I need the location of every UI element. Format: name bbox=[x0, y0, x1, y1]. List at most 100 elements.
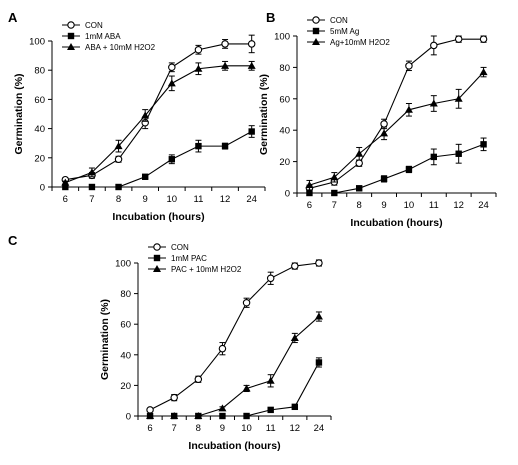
data-point bbox=[267, 406, 274, 414]
panel-label: B bbox=[266, 10, 275, 25]
data-point bbox=[170, 412, 179, 419]
legend-label: 5mM Ag bbox=[330, 27, 359, 36]
data-point bbox=[405, 62, 413, 70]
x-tick-label: 6 bbox=[147, 423, 152, 434]
data-point bbox=[114, 142, 123, 150]
legend-marker bbox=[312, 27, 320, 35]
data-point bbox=[218, 344, 227, 353]
series-line bbox=[65, 131, 252, 188]
y-tick-label: 60 bbox=[279, 94, 290, 105]
legend-marker bbox=[312, 16, 320, 24]
data-point bbox=[305, 181, 314, 189]
series-con bbox=[305, 35, 488, 193]
legend: CON 1mM PAC PAC + 10mM H2O2 bbox=[148, 243, 242, 274]
x-tick-label: 9 bbox=[143, 194, 148, 205]
series-ag-10mm-h2o2 bbox=[305, 66, 488, 191]
y-tick-label: 60 bbox=[34, 95, 45, 106]
y-tick-label: 40 bbox=[279, 126, 290, 137]
data-point bbox=[404, 105, 413, 113]
y-tick-label: 20 bbox=[120, 381, 131, 392]
x-tick-label: 12 bbox=[290, 423, 301, 434]
legend-marker bbox=[153, 254, 161, 262]
y-axis-title: Germination (%) bbox=[258, 74, 270, 155]
data-point bbox=[330, 173, 339, 181]
data-point bbox=[247, 61, 256, 69]
y-tick-label: 20 bbox=[279, 157, 290, 168]
data-point bbox=[479, 68, 488, 76]
data-point bbox=[291, 262, 299, 270]
data-point bbox=[480, 141, 487, 148]
y-tick-label: 40 bbox=[34, 124, 45, 135]
data-point bbox=[194, 46, 203, 54]
legend-label: Ag+10mM H2O2 bbox=[330, 38, 390, 47]
x-tick-label: 10 bbox=[241, 423, 252, 434]
x-tick-label: 12 bbox=[220, 194, 231, 205]
y-tick-label: 0 bbox=[40, 183, 45, 194]
x-tick-label: 24 bbox=[314, 423, 325, 434]
x-tick-label: 10 bbox=[404, 200, 415, 211]
series-line bbox=[149, 262, 320, 411]
data-point bbox=[455, 150, 462, 157]
data-point bbox=[61, 178, 70, 186]
y-tick-label: 40 bbox=[120, 350, 131, 361]
x-tick-label: 8 bbox=[196, 423, 201, 434]
data-point bbox=[454, 35, 463, 43]
data-point bbox=[266, 274, 275, 283]
x-tick-label: 10 bbox=[167, 194, 178, 205]
x-axis-title: Incubation (hours) bbox=[188, 440, 280, 452]
data-point bbox=[168, 63, 176, 72]
x-tick-label: 11 bbox=[194, 194, 204, 205]
data-point bbox=[243, 412, 250, 420]
legend-marker bbox=[67, 43, 75, 50]
x-tick-label: 12 bbox=[453, 200, 464, 211]
x-tick-label: 6 bbox=[63, 194, 68, 205]
data-point bbox=[88, 183, 96, 191]
x-tick-label: 7 bbox=[172, 423, 177, 434]
data-point bbox=[146, 412, 155, 419]
data-point bbox=[430, 153, 438, 161]
legend-marker bbox=[153, 243, 161, 251]
panel-label: C bbox=[8, 233, 18, 248]
data-point bbox=[405, 166, 413, 173]
data-point bbox=[221, 40, 229, 48]
data-point bbox=[221, 61, 230, 69]
data-point bbox=[454, 94, 463, 102]
series-5mm-ag bbox=[306, 137, 487, 197]
y-tick-label: 80 bbox=[120, 289, 131, 300]
data-point bbox=[479, 35, 488, 43]
data-point bbox=[380, 175, 388, 183]
y-tick-label: 20 bbox=[34, 153, 45, 164]
legend-marker bbox=[67, 21, 75, 29]
data-point bbox=[242, 299, 251, 307]
data-point bbox=[266, 376, 275, 384]
data-point bbox=[87, 168, 96, 176]
data-point bbox=[195, 142, 202, 150]
x-tick-label: 8 bbox=[357, 200, 362, 211]
y-tick-label: 80 bbox=[279, 63, 290, 74]
y-tick-label: 0 bbox=[285, 189, 290, 200]
data-point bbox=[167, 79, 176, 87]
x-axis-title: Incubation (hours) bbox=[112, 211, 204, 223]
data-point bbox=[170, 393, 178, 402]
data-point bbox=[221, 142, 229, 150]
panel-B: B 0 20 40 60 80 100 6 7 8 9 10 11 12 24 Incubation (hou… bbox=[258, 10, 497, 229]
series-pac-10mm-h2o2 bbox=[146, 311, 323, 419]
y-axis-title: Germination (%) bbox=[99, 299, 111, 380]
data-point bbox=[194, 412, 203, 419]
legend-label: 1mM ABA bbox=[85, 32, 121, 41]
data-point bbox=[355, 185, 363, 192]
x-tick-label: 24 bbox=[246, 194, 257, 205]
data-point bbox=[314, 312, 323, 320]
y-tick-label: 100 bbox=[274, 32, 290, 43]
data-point bbox=[242, 384, 251, 392]
panel-label: A bbox=[8, 10, 18, 25]
legend-marker bbox=[67, 32, 75, 40]
legend: CON 1mM ABA ABA + 10mM H2O2 bbox=[62, 21, 156, 52]
data-point bbox=[115, 183, 122, 191]
legend-label: CON bbox=[330, 16, 348, 25]
series-con bbox=[61, 34, 256, 184]
series-aba-10mm-h2o2 bbox=[61, 60, 256, 186]
data-point bbox=[430, 41, 438, 50]
x-tick-label: 9 bbox=[220, 423, 225, 434]
